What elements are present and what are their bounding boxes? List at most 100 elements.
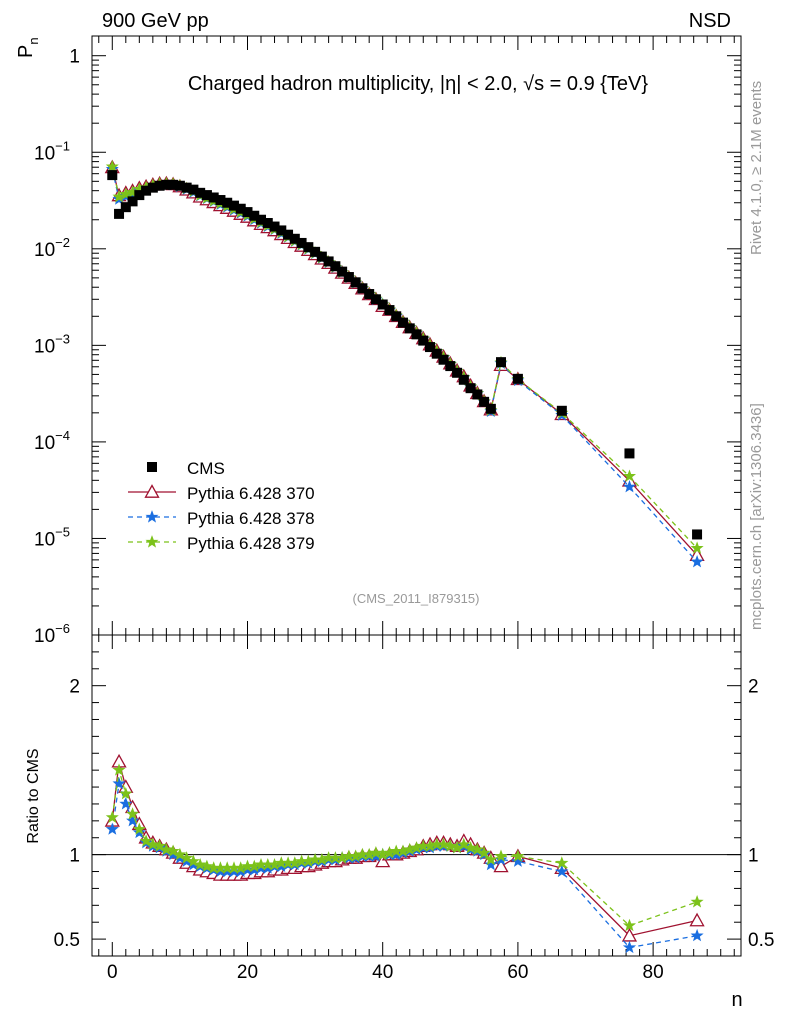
y-tick-mantissa: 10 (34, 626, 55, 647)
cms-data-point (188, 184, 199, 195)
y-axis-label-main-text: P (15, 45, 37, 58)
cms-data-point (350, 277, 361, 288)
cms-data-point (391, 311, 402, 322)
cms-data-point (496, 357, 507, 368)
cms-data-point (357, 283, 368, 294)
y-axis-label-ratio: Ratio to CMS (25, 748, 42, 843)
ratio-panel: 0 20 40 60 80 0.5 0.5 1 1 2 2 (54, 634, 774, 983)
ratio-y-tick-label-right: 0.5 (748, 930, 774, 951)
cms-data-point (127, 196, 138, 207)
ratio-frame (91, 634, 742, 957)
cms-data-point (425, 342, 436, 353)
cms-data-point (249, 210, 260, 221)
ratio-2-point (690, 895, 704, 908)
series-1-point (622, 480, 637, 493)
ratio-2-point (119, 786, 133, 800)
ratio-2-point (193, 857, 207, 871)
x-tick-label: 40 (372, 962, 393, 983)
side-label-lower: mcplots.cern.ch [arXiv:1306.3436] (748, 403, 765, 630)
ratio-2-point (470, 842, 484, 856)
legend-label: Pythia 6.428 370 (187, 484, 315, 503)
ratio-2-point (180, 851, 194, 864)
cms-data-point (343, 272, 354, 283)
ratio-2-point (132, 822, 146, 835)
cms-data-point (370, 294, 381, 305)
ratio-1-point (126, 813, 140, 827)
cms-data-point (364, 289, 375, 300)
cms-data-point (120, 202, 131, 213)
header-right: NSD (689, 10, 731, 32)
ratio-2-point (173, 847, 187, 861)
legend-label: Pythia 6.428 378 (187, 509, 315, 528)
cms-data-point (222, 197, 233, 208)
ratio-1-point (112, 776, 126, 790)
cms-data-point (141, 185, 152, 196)
ratio-0-point (689, 912, 705, 927)
cms-data-point (310, 246, 321, 257)
cms-data-point (181, 182, 192, 193)
cms-data-point (107, 170, 118, 181)
y-tick-exponent: −1 (55, 138, 70, 153)
cms-data-point (228, 200, 239, 211)
x-tick-label: 0 (107, 962, 118, 983)
legend-marker-0 (144, 484, 160, 498)
cms-data-point (283, 229, 294, 240)
legend-marker-1 (145, 510, 159, 523)
ratio-2-point (477, 846, 491, 859)
ratio-2-point (457, 837, 471, 850)
y-tick-label: 10−6 (34, 621, 70, 647)
cms-data-point (556, 405, 567, 416)
y-tick-label: 10−2 (34, 235, 70, 261)
series-2-point (690, 541, 704, 554)
y-tick-exponent: −2 (55, 235, 70, 250)
y-tick-exponent: −4 (55, 428, 70, 443)
ratio-y-tick-label: 2 (69, 677, 80, 698)
ratio-2-point (511, 849, 525, 862)
ratio-2-point (369, 846, 383, 859)
ratio-2-point (494, 849, 508, 862)
x-tick-label: 80 (643, 962, 664, 983)
ratio-1-point (105, 822, 119, 835)
x-tick-label: 60 (507, 962, 528, 983)
cms-data-point (154, 180, 165, 191)
ratio-2-point (105, 810, 119, 823)
cms-data-point (411, 329, 422, 340)
ratio-1-point (484, 857, 498, 871)
cms-data-point (242, 207, 253, 218)
cms-data-point (276, 225, 287, 236)
cms-data-point (296, 237, 307, 248)
y-tick-exponent: −3 (55, 331, 70, 346)
cms-data-point (269, 221, 280, 232)
ratio-2-point (200, 859, 214, 872)
cms-data-point (161, 179, 172, 190)
series-1-point (690, 555, 704, 568)
cms-data-point (418, 335, 429, 346)
cms-data-point (114, 208, 125, 219)
ratio-y-tick-label-right: 2 (748, 677, 759, 698)
cms-data-point (147, 182, 158, 193)
y-axis-label-main-sub: n (26, 37, 41, 44)
cms-data-point (465, 383, 476, 394)
ratio-1-point (622, 940, 637, 954)
cms-data-point (438, 354, 449, 365)
series-2-point (105, 159, 119, 173)
ratio-2-point (622, 918, 637, 932)
ratio-2-point (139, 834, 153, 847)
ratio-1-point (119, 797, 133, 810)
ratio-2-point (146, 837, 160, 850)
cms-data-point (316, 251, 327, 262)
cms-data-point (512, 373, 523, 384)
cms-data-point (445, 361, 456, 372)
cms-data-point (201, 190, 212, 201)
cms-data-point (485, 403, 496, 414)
ratio-2-point (166, 844, 180, 857)
series-2-point (622, 469, 637, 482)
header-left: 900 GeV pp (102, 10, 209, 32)
cms-data-point (692, 529, 703, 540)
y-tick-label: 10−1 (34, 138, 70, 164)
y-tick-label: 10−4 (34, 428, 70, 454)
y-tick-label: 1 (69, 47, 80, 68)
cms-data-point (377, 299, 388, 310)
cms-data-point (303, 242, 314, 253)
